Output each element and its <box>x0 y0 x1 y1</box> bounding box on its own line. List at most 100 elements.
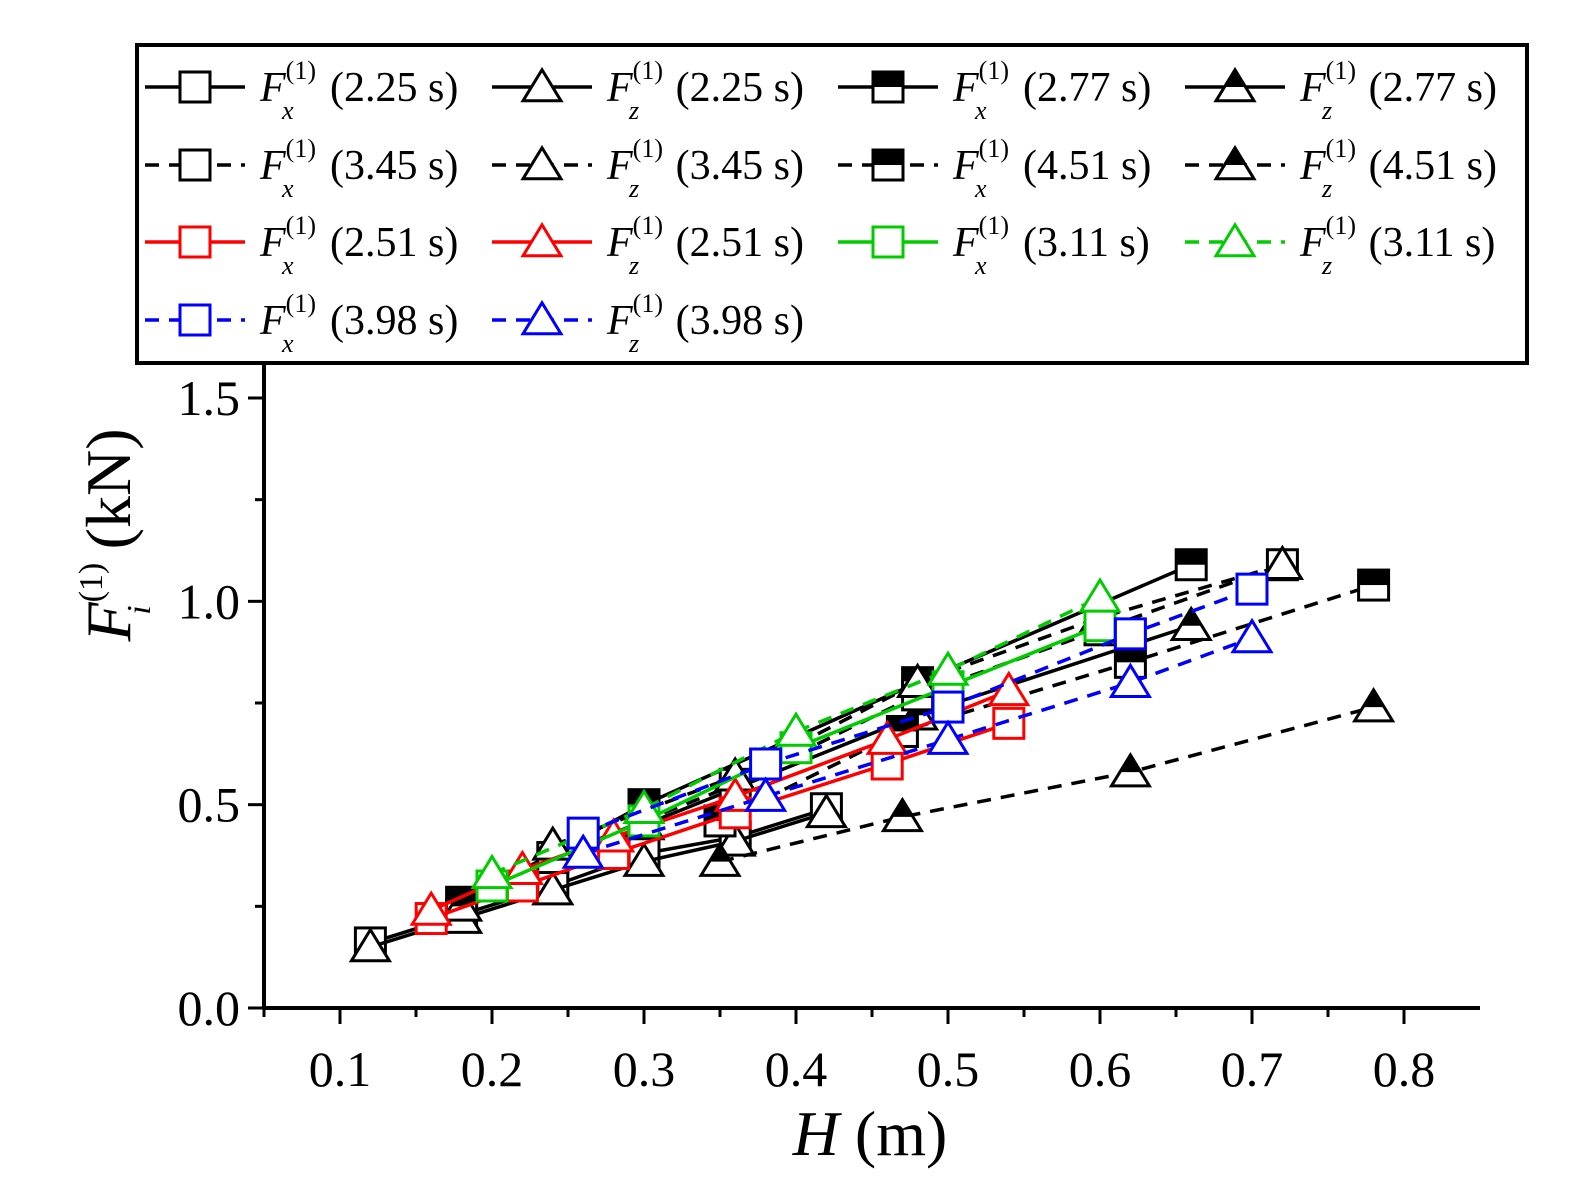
marker-square-fill <box>873 150 903 165</box>
x-ticks: 0.1 0.2 0.3 0.4 0.5 0.6 0.7 0.8 <box>262 1008 1435 1097</box>
y-tick-label: 1.0 <box>178 573 241 629</box>
data-point <box>804 792 849 829</box>
data-point <box>1078 577 1122 613</box>
data-point <box>470 853 514 890</box>
marker-triangle-fill <box>892 799 913 817</box>
marker-triangle <box>1108 662 1153 698</box>
y-ticks: 0.0 0.5 1.0 1.5 <box>178 370 264 1036</box>
marker-triangle <box>348 926 393 963</box>
marker-triangle <box>531 869 575 906</box>
marker-square <box>178 70 212 104</box>
series-line <box>719 705 1375 864</box>
marker-triangle-fill <box>1120 754 1141 773</box>
x-tick-label: 0.3 <box>613 1041 676 1097</box>
data-point <box>1113 617 1147 651</box>
legend-label: F(1) x (3.45 s) <box>259 134 458 203</box>
y-tick-label: 0.5 <box>178 777 241 833</box>
marker-square <box>1113 617 1147 651</box>
x-axis-label-symbol: H <box>792 1098 843 1169</box>
data-point <box>880 796 925 833</box>
marker-triangle <box>987 670 1031 707</box>
data-point <box>531 869 575 906</box>
data-point <box>926 719 970 755</box>
marker-triangle <box>774 711 818 747</box>
y-axis-label-subscript: i <box>121 605 158 614</box>
legend-item: F(1) z (3.98 s) <box>492 289 804 358</box>
y-axis-label-superscript: (1) <box>73 563 110 603</box>
legend-label: F(1) z (2.51 s) <box>606 211 804 280</box>
marker-triangle <box>804 792 849 829</box>
x-tick-label: 0.4 <box>765 1041 828 1097</box>
data-point <box>865 719 909 755</box>
marker-square-fill <box>1358 570 1389 586</box>
legend-item: F(1) z (3.11 s) <box>1185 211 1495 280</box>
data-point <box>743 776 788 812</box>
x-axis-label-unit: (m) <box>839 1098 947 1169</box>
data-point <box>1235 572 1269 606</box>
series-13 <box>561 617 1274 869</box>
legend-label: F(1) z (2.77 s) <box>1299 56 1497 125</box>
data-point <box>1351 686 1396 723</box>
legend-item: F(1) z (3.45 s) <box>492 134 804 203</box>
marker-triangle <box>1213 221 1257 258</box>
data-point <box>1174 548 1208 582</box>
legend-item: F(1) x (4.51 s) <box>838 134 1151 203</box>
marker-triangle <box>1230 617 1274 654</box>
marker-triangle <box>713 821 757 857</box>
marker-triangle <box>409 890 453 926</box>
x-tick-label: 0.5 <box>917 1041 980 1097</box>
marker-square <box>749 747 783 781</box>
data-point <box>713 821 757 857</box>
x-tick-label: 0.6 <box>1069 1041 1132 1097</box>
data-point <box>409 890 453 926</box>
data-point <box>931 690 965 724</box>
marker-triangle <box>622 841 666 877</box>
data-point <box>1169 605 1213 642</box>
legend-item: F(1) x (3.98 s) <box>145 289 458 358</box>
data-point <box>926 650 970 686</box>
marker-square <box>178 148 212 182</box>
legend-frame <box>135 43 1529 365</box>
series-line <box>552 563 1283 860</box>
marker-triangle <box>743 776 788 812</box>
marker-square <box>1235 572 1269 606</box>
marker-triangle <box>520 144 564 181</box>
marker-triangle <box>1078 577 1122 613</box>
legend-label: F(1) z (3.45 s) <box>606 134 804 203</box>
data-point <box>1108 752 1153 788</box>
marker-square <box>178 225 212 259</box>
legend-label: F(1) x (4.51 s) <box>952 134 1151 203</box>
data-point <box>987 670 1031 707</box>
marker-triangle-fill <box>1224 147 1246 165</box>
marker-square-fill <box>873 72 903 87</box>
marker-triangle-fill <box>709 844 731 862</box>
series-line <box>582 636 1253 856</box>
marker-triangle <box>470 853 514 890</box>
series-11 <box>470 577 1122 890</box>
data-point <box>1083 609 1117 643</box>
marker-triangle <box>520 299 564 336</box>
x-tick-label: 0.7 <box>1221 1041 1284 1097</box>
marker-triangle <box>520 221 564 258</box>
marker-square <box>1083 609 1117 643</box>
legend-item: F(1) x (2.77 s) <box>838 56 1151 125</box>
marker-triangle <box>1260 544 1305 581</box>
legend-label: F(1) x (3.11 s) <box>952 211 1150 280</box>
plot-area <box>348 544 1396 963</box>
series-12 <box>566 572 1269 850</box>
legend-item: F(1) z (2.77 s) <box>1185 56 1497 125</box>
legend-label: F(1) x (3.98 s) <box>259 289 458 358</box>
marker-triangle <box>520 66 564 103</box>
y-axis-label-symbol: F <box>73 602 144 643</box>
legend-item: F(1) x (3.45 s) <box>145 134 458 203</box>
legend-item: F(1) x (2.51 s) <box>145 211 458 280</box>
legend-label: F(1) z (4.51 s) <box>1299 134 1497 203</box>
data-point <box>1108 662 1153 698</box>
marker-square <box>871 225 905 259</box>
x-tick-label: 0.2 <box>461 1041 524 1097</box>
axes: 0.1 0.2 0.3 0.4 0.5 0.6 0.7 0.8 0.0 0.5 1.0 1.5 <box>178 360 1480 1097</box>
data-point <box>561 833 605 869</box>
marker-triangle <box>926 719 970 755</box>
series-line <box>491 595 1101 876</box>
